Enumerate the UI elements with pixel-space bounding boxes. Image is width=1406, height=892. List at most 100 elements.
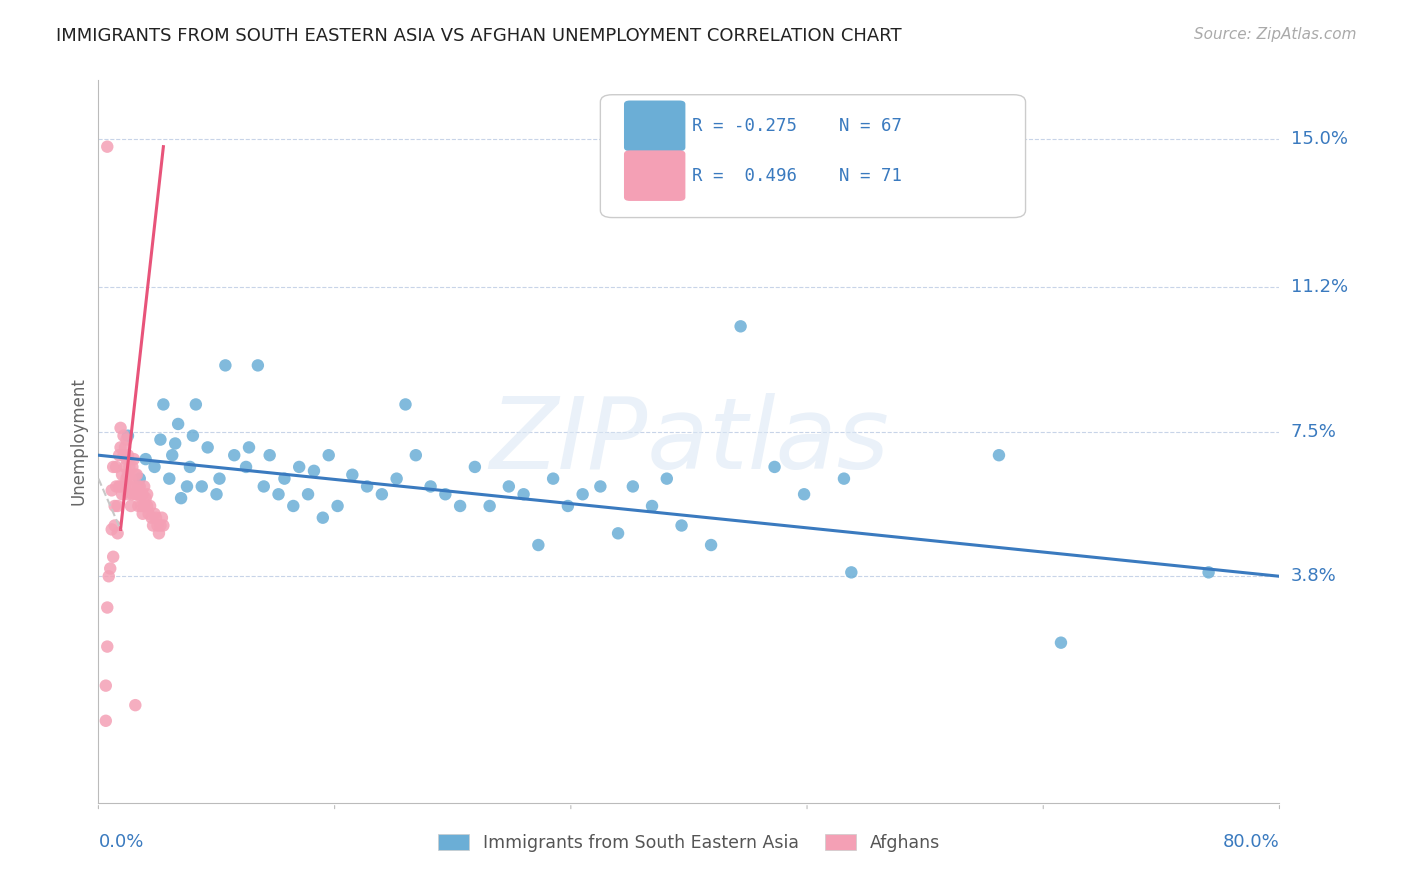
Point: [132, 507, 155, 521]
Text: 80.0%: 80.0%: [1223, 833, 1279, 851]
Point: [832, 472, 855, 486]
FancyBboxPatch shape: [624, 151, 685, 201]
Point: [96, 600, 118, 615]
Point: [136, 499, 159, 513]
Text: 0.0%: 0.0%: [98, 833, 143, 851]
Point: [302, 464, 325, 478]
Point: [121, 487, 143, 501]
Legend: Immigrants from South Eastern Asia, Afghans: Immigrants from South Eastern Asia, Afgh…: [430, 827, 948, 859]
Point: [108, 479, 131, 493]
Point: [253, 479, 276, 493]
Point: [793, 487, 815, 501]
Point: [125, 487, 148, 501]
Point: [142, 518, 165, 533]
Point: [117, 428, 139, 442]
Point: [141, 510, 163, 524]
Point: [621, 479, 644, 493]
Point: [118, 459, 141, 474]
Point: [150, 510, 173, 524]
Point: [132, 487, 155, 501]
Point: [134, 499, 156, 513]
Point: [129, 499, 152, 513]
Point: [145, 510, 167, 524]
Point: [730, 319, 752, 334]
Point: [157, 472, 180, 486]
Point: [127, 479, 149, 493]
Point: [589, 479, 612, 493]
Point: [104, 499, 127, 513]
Point: [105, 459, 128, 474]
Text: ZIPatlas: ZIPatlas: [489, 393, 889, 490]
Point: [434, 487, 457, 501]
Point: [135, 491, 157, 505]
Point: [385, 472, 408, 486]
Point: [128, 479, 150, 493]
Point: [170, 491, 193, 505]
Point: [405, 448, 427, 462]
Point: [146, 518, 169, 533]
Point: [103, 459, 125, 474]
Point: [111, 467, 134, 482]
Point: [235, 459, 257, 474]
Point: [115, 472, 138, 486]
Point: [167, 417, 190, 431]
Point: [117, 467, 139, 482]
Point: [312, 510, 335, 524]
Point: [238, 441, 260, 455]
Point: [165, 436, 187, 450]
Point: [124, 698, 146, 713]
Point: [114, 479, 136, 493]
Point: [94, 714, 117, 728]
Point: [117, 487, 139, 501]
Point: [138, 507, 160, 521]
Point: [246, 359, 269, 373]
Point: [671, 518, 693, 533]
Point: [149, 518, 172, 533]
Point: [135, 452, 157, 467]
Point: [288, 459, 311, 474]
Point: [1050, 635, 1073, 649]
Text: 15.0%: 15.0%: [1291, 130, 1347, 148]
Point: [97, 569, 120, 583]
Point: [122, 479, 145, 493]
Point: [117, 448, 139, 462]
Point: [356, 479, 378, 493]
Text: 7.5%: 7.5%: [1291, 423, 1337, 441]
Point: [100, 483, 122, 498]
Point: [100, 523, 122, 537]
Point: [283, 499, 305, 513]
Point: [149, 433, 172, 447]
Point: [214, 359, 236, 373]
Point: [571, 487, 593, 501]
Point: [148, 526, 170, 541]
Point: [184, 397, 207, 411]
Point: [208, 472, 231, 486]
Point: [128, 487, 150, 501]
Point: [143, 507, 166, 521]
Point: [124, 467, 146, 482]
Point: [224, 448, 246, 462]
Point: [121, 459, 143, 474]
Point: [988, 448, 1011, 462]
Point: [267, 487, 290, 501]
Point: [118, 479, 141, 493]
FancyBboxPatch shape: [600, 95, 1025, 218]
Point: [115, 433, 138, 447]
Point: [205, 487, 228, 501]
Point: [98, 561, 121, 575]
Point: [107, 499, 129, 513]
Point: [110, 441, 132, 455]
Point: [449, 499, 471, 513]
Point: [197, 441, 219, 455]
Point: [655, 472, 678, 486]
Point: [94, 679, 117, 693]
Point: [326, 499, 349, 513]
Point: [342, 467, 364, 482]
Point: [136, 487, 159, 501]
Point: [181, 428, 204, 442]
Point: [297, 487, 319, 501]
Point: [112, 448, 135, 462]
Point: [115, 452, 138, 467]
Point: [120, 499, 142, 513]
Point: [114, 459, 136, 474]
